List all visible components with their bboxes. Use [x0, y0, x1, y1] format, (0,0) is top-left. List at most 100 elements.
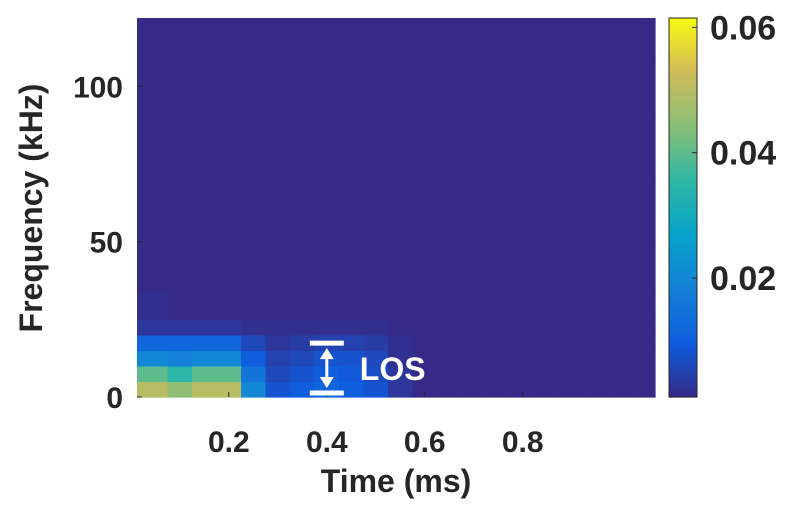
heatmap-cell [192, 292, 218, 320]
heatmap-cell [437, 381, 463, 398]
colorbar-swatch [669, 381, 697, 385]
heatmap-cell [559, 292, 585, 320]
heatmap-cell [290, 365, 316, 383]
heatmap-cell [192, 365, 218, 383]
colorbar-tick-label: 0.06 [710, 9, 776, 47]
colorbar-swatch [669, 191, 697, 196]
heatmap-cell [216, 319, 242, 336]
heatmap-cell [510, 18, 536, 64]
colorbar-swatch [669, 239, 697, 243]
colorbar-swatch [669, 106, 697, 111]
heatmap-cell [583, 319, 610, 336]
heatmap-cell [583, 381, 610, 398]
heatmap-cell [137, 117, 169, 181]
heatmap-cell [486, 63, 512, 119]
heatmap-cell [241, 365, 267, 383]
colorbar-swatch [669, 33, 697, 38]
heatmap-cell [412, 292, 438, 320]
heatmap-cell [632, 381, 656, 398]
heatmap-cell [461, 292, 487, 320]
heatmap-cell [534, 381, 561, 398]
colorbar-swatch [669, 242, 697, 246]
heatmap-cell [632, 292, 656, 320]
colorbar-swatch [669, 340, 697, 344]
heatmap-cell [534, 241, 561, 293]
heatmap-cell [192, 350, 218, 367]
heatmap-cell [388, 179, 414, 243]
colorbar-tick-label: 0.02 [710, 260, 776, 298]
colorbar-swatch [669, 112, 697, 117]
colorbar-swatch [669, 321, 697, 325]
heatmap-cell [486, 350, 512, 367]
heatmap-cell [167, 350, 193, 367]
colorbar-swatch [669, 210, 697, 215]
heatmap-cell [510, 292, 536, 320]
heatmap-cell [192, 381, 218, 398]
colorbar-swatch [669, 55, 697, 60]
colorbar-frame [668, 17, 698, 398]
colorbar-swatch [669, 30, 697, 35]
heatmap-cell [137, 63, 169, 119]
colorbar-swatch [669, 207, 697, 212]
colorbar-swatch [669, 65, 697, 70]
heatmap-cell [388, 117, 414, 181]
colorbar-swatch [669, 93, 697, 98]
colorbar-swatch [669, 96, 697, 101]
colorbar-swatch [669, 299, 697, 303]
heatmap-cell [265, 381, 291, 398]
heatmap-cell [534, 292, 561, 320]
heatmap-cell [137, 292, 169, 320]
colorbar-swatch [669, 330, 697, 335]
heatmap-cell [314, 117, 340, 181]
heatmap-cell [461, 241, 487, 293]
colorbar-swatch [669, 390, 697, 395]
heatmap-cell [265, 18, 291, 64]
colorbar-swatch [669, 226, 697, 231]
heatmap-cell [241, 350, 267, 367]
heatmap-cell [559, 63, 585, 119]
heatmap-cell [137, 365, 169, 383]
heatmap-cell [192, 18, 218, 64]
heatmap-cell [363, 292, 389, 320]
heatmap-cell [290, 350, 316, 367]
colorbar-swatch [669, 40, 697, 44]
colorbar-swatch [669, 100, 697, 104]
heatmap-cell [559, 381, 585, 398]
heatmap-cell [632, 18, 656, 64]
heatmap-cell [216, 63, 242, 119]
heatmap-cell [137, 18, 169, 64]
heatmap-cell [510, 117, 536, 181]
heatmap-cell [461, 365, 487, 383]
heatmap-cell [608, 18, 634, 64]
heatmap-cell [510, 63, 536, 119]
heatmap-cell [339, 350, 365, 367]
heatmap-cell [486, 18, 512, 64]
heatmap-cell [290, 241, 316, 293]
colorbar-swatch [669, 220, 697, 224]
heatmap-cell [534, 117, 561, 181]
colorbar-swatch [669, 368, 697, 373]
heatmap-cell [290, 117, 316, 181]
heatmap-cell [167, 365, 193, 383]
colorbar-swatch [669, 43, 697, 48]
heatmap-cell [632, 63, 656, 119]
heatmap-cell [265, 334, 291, 352]
heatmap-cell [363, 350, 389, 367]
colorbar-swatch [669, 254, 697, 259]
heatmap-cell [216, 365, 242, 383]
heatmap-cell [437, 334, 463, 352]
heatmap-cell [632, 319, 656, 336]
colorbar-swatch [669, 52, 697, 57]
heatmap-cell [632, 241, 656, 293]
colorbar-swatch [669, 232, 697, 237]
heatmap-cell [363, 365, 389, 383]
colorbar-swatch [669, 175, 697, 180]
colorbar-tick-label: 0.04 [710, 135, 776, 173]
heatmap-cell [314, 319, 340, 336]
heatmap-cell [608, 334, 634, 352]
heatmap-cell [559, 18, 585, 64]
heatmap-cell [290, 18, 316, 64]
colorbar-swatch [669, 153, 697, 158]
